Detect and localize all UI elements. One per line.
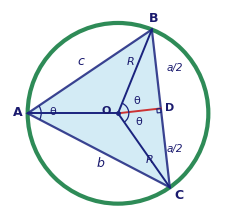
- Text: θ: θ: [135, 117, 142, 127]
- Text: θ: θ: [133, 97, 140, 106]
- Text: R: R: [126, 57, 134, 67]
- Text: c: c: [77, 55, 84, 68]
- Text: b: b: [97, 157, 105, 170]
- Text: θ: θ: [49, 107, 56, 117]
- Text: a/2: a/2: [166, 63, 183, 73]
- Text: B: B: [149, 12, 158, 25]
- Text: O: O: [101, 106, 111, 116]
- Text: D: D: [165, 103, 175, 113]
- Text: a/2: a/2: [166, 144, 183, 154]
- Text: C: C: [174, 189, 183, 202]
- Text: R: R: [146, 155, 153, 165]
- Text: A: A: [13, 106, 22, 119]
- Polygon shape: [28, 29, 170, 187]
